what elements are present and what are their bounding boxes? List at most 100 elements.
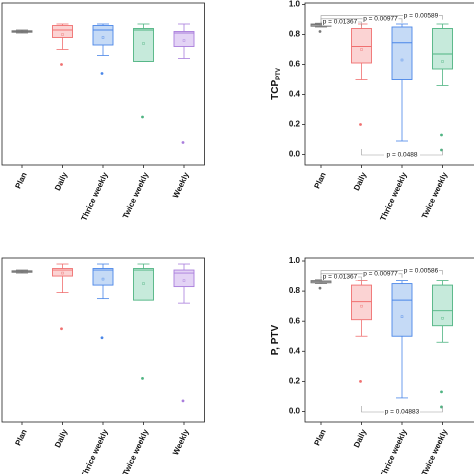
x-tick-label: Twice weekly <box>121 170 151 220</box>
x-tick-label: Weekly <box>171 170 191 199</box>
outlier <box>100 336 104 340</box>
annotation-bg <box>403 12 439 20</box>
p-value: p = 0.00977 <box>363 271 398 278</box>
y-axis-label-sub: PTV <box>276 68 282 80</box>
x-tick-label: Daily <box>53 170 69 192</box>
box <box>391 283 413 337</box>
y-tick-label: 0.0 <box>289 150 301 159</box>
annotation-bg <box>362 15 399 23</box>
y-tick-label: 0.0 <box>289 407 301 416</box>
y-tick-label: 0.8 <box>289 286 301 295</box>
mean <box>61 33 64 36</box>
box <box>432 284 453 327</box>
x-tick-label: Daily <box>53 427 69 449</box>
mean <box>142 42 145 45</box>
box <box>351 284 372 321</box>
annotation-bg <box>322 18 358 26</box>
p-value: p = 0.04883 <box>385 409 420 416</box>
outlier <box>440 390 443 394</box>
mean <box>142 282 145 285</box>
outlier <box>181 399 185 403</box>
x-tick-label: Daily <box>352 427 368 449</box>
box <box>92 25 114 46</box>
p-value: p = 0.00977 <box>363 16 398 23</box>
box <box>351 28 372 64</box>
y-axis-label-main: P, PTV <box>270 324 281 355</box>
x-tick-label: Plan <box>13 171 28 190</box>
significance-bracket <box>320 270 443 275</box>
x-tick-label: Thrice weekly <box>79 170 110 222</box>
mean <box>360 304 363 308</box>
y-tick-label: 0.4 <box>289 346 301 355</box>
p-value: p = 0.0488 <box>387 152 418 159</box>
mean <box>182 279 186 282</box>
mean <box>182 39 186 42</box>
box <box>52 268 73 277</box>
outlier <box>318 286 322 290</box>
x-tick-label: Plan <box>312 171 327 190</box>
mean <box>400 58 404 62</box>
significance-bracket <box>320 18 403 23</box>
x-tick-label: Daily <box>352 170 368 192</box>
outlier <box>100 72 104 75</box>
mean <box>20 270 24 273</box>
p-value: p = 0.00589 <box>404 12 439 19</box>
y-tick-label: 1.0 <box>289 256 301 265</box>
y-tick-label: 0.2 <box>289 120 301 129</box>
mean <box>400 315 404 318</box>
x-tick-label: Twice weekly <box>121 427 151 474</box>
significance-bracket <box>320 15 443 20</box>
box <box>391 26 413 80</box>
box <box>432 28 453 70</box>
y-axis-label: TCPPTV <box>270 68 282 100</box>
x-tick-label: Thrice weekly <box>79 427 110 474</box>
y-axis-label-main: TCP <box>270 80 281 100</box>
x-tick-label: Weekly <box>171 427 191 456</box>
annotation-bg <box>403 267 439 275</box>
outlier <box>181 141 185 144</box>
p-value: p = 0.01367 <box>323 19 358 26</box>
box <box>92 268 114 286</box>
outlier <box>359 379 362 383</box>
outlier <box>359 123 362 126</box>
y-tick-label: 0.2 <box>289 376 301 385</box>
p-value: p = 0.00586 <box>404 267 439 274</box>
p-value: p = 0.01367 <box>323 274 358 281</box>
y-axis-label: P, PTV <box>270 324 281 355</box>
outlier <box>141 115 144 119</box>
mean <box>101 36 105 39</box>
x-tick-label: Twice weekly <box>420 427 450 474</box>
mean <box>441 60 444 63</box>
box <box>173 269 195 288</box>
x-tick-label: Plan <box>312 428 327 447</box>
outlier <box>60 327 63 331</box>
mean <box>360 48 363 51</box>
mean <box>20 30 24 33</box>
outlier <box>60 63 63 66</box>
box <box>133 268 154 301</box>
annotation-bg <box>322 273 358 281</box>
box <box>133 28 154 62</box>
y-tick-label: 0.4 <box>289 90 301 99</box>
significance-bracket <box>320 273 403 278</box>
y-tick-label: 1.0 <box>289 0 301 9</box>
plot-frame <box>304 257 474 423</box>
outlier <box>141 376 144 380</box>
annotation-bg <box>384 151 420 159</box>
outlier <box>440 133 443 137</box>
x-tick-label: Thrice weekly <box>378 427 409 474</box>
box <box>52 25 73 38</box>
x-tick-label: Thrice weekly <box>378 170 409 222</box>
box <box>173 31 195 47</box>
outlier <box>318 30 322 33</box>
x-tick-label: Plan <box>13 428 28 447</box>
mean <box>61 271 64 275</box>
annotation-bg <box>362 270 399 278</box>
plot-frame <box>304 2 474 166</box>
y-tick-label: 0.6 <box>289 316 301 325</box>
annotation-bg <box>384 408 420 416</box>
y-tick-label: 0.8 <box>289 30 301 39</box>
mean <box>101 277 105 281</box>
x-tick-label: Twice weekly <box>420 170 450 220</box>
